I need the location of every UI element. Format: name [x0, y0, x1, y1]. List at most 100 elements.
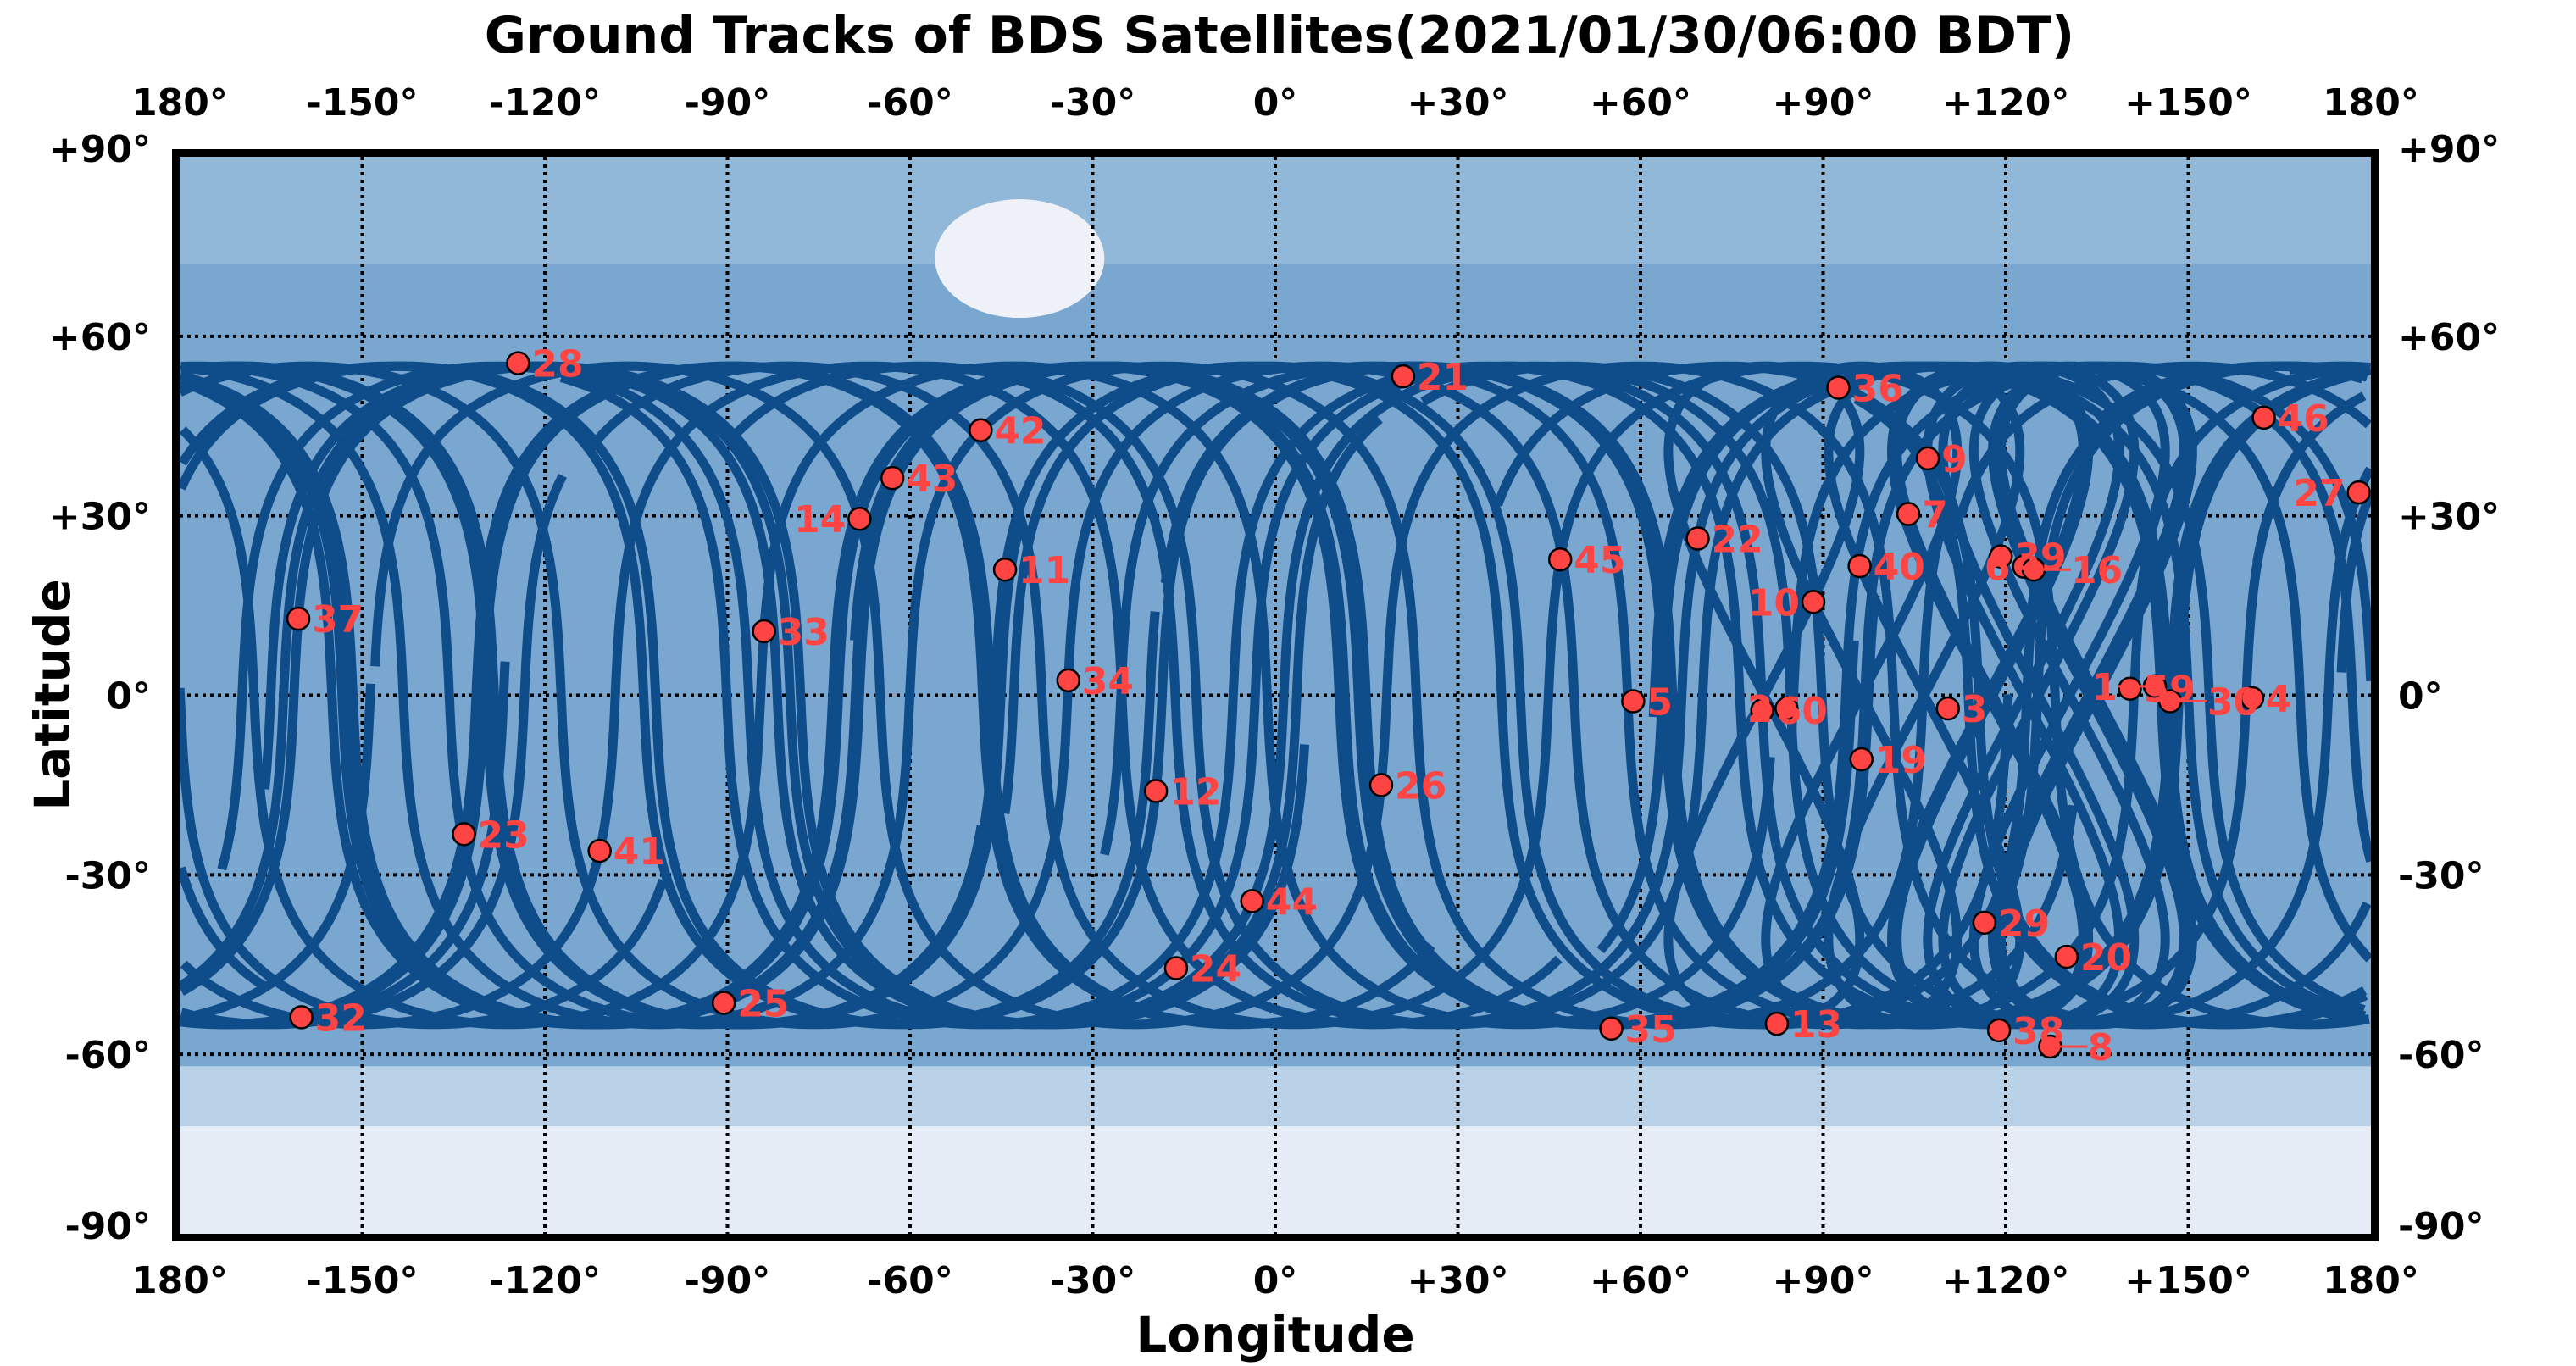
- satellite-marker-10: [1801, 590, 1826, 614]
- satellite-marker-32: [289, 1005, 314, 1030]
- satellite-label: 33: [778, 611, 830, 654]
- x-tick-label-bottom: 180°: [131, 1259, 228, 1302]
- ground-track-20: [180, 361, 752, 1030]
- satellite-label: 25: [737, 982, 789, 1025]
- satellite-label: 14: [794, 498, 846, 541]
- satellite-marker-45: [1547, 547, 1573, 572]
- ground-track-35: [180, 866, 269, 992]
- y-tick-label-left: +60°: [49, 316, 151, 359]
- satellite-marker-12: [1143, 779, 1169, 803]
- satellite-marker-11: [992, 557, 1018, 582]
- satellite-label-group-19: 19: [1875, 739, 1927, 782]
- satellite-label-group-16: 16: [2034, 549, 2123, 592]
- satellite-marker-42: [969, 418, 993, 442]
- satellite-marker-35: [1599, 1016, 1624, 1041]
- satellite-marker-2: [1774, 696, 1799, 721]
- satellite-marker-59: [2118, 676, 2142, 701]
- satellite-label-group-59: 59: [2144, 669, 2196, 712]
- satellite-label: 13: [1790, 1003, 1842, 1047]
- ground-track-36: [991, 361, 2366, 1030]
- ground-track-20: [1100, 361, 2363, 1030]
- satellite-label-group-36: 36: [1852, 368, 1903, 411]
- ground-track-34: [2252, 391, 2367, 564]
- x-tick-label-bottom: +120°: [1942, 1259, 2070, 1302]
- satellite-label: 39: [2014, 536, 2066, 580]
- satellite-label: 20: [2080, 936, 2132, 980]
- satellite-marker-21: [1391, 364, 1416, 389]
- satellite-marker-26: [1368, 773, 1394, 797]
- satellite-label-group-37: 37: [312, 598, 364, 641]
- satellite-label: 28: [531, 343, 583, 386]
- satellite-label: 8: [2087, 1026, 2113, 1069]
- satellite-label: 16: [2071, 549, 2123, 592]
- ground-track-34: [180, 361, 2078, 1030]
- satellite-label-group-10: 10: [1748, 581, 1800, 625]
- satellite-label: 42: [994, 410, 1046, 453]
- y-tick-label-left: +90°: [49, 128, 151, 171]
- plot-frame: [172, 149, 2379, 1241]
- satellite-label-group-27: 27: [2293, 472, 2345, 515]
- satellite-label: 3: [1962, 688, 1988, 731]
- satellite-label: 36: [1852, 368, 1903, 411]
- satellite-label-group-46: 46: [2278, 397, 2329, 441]
- satellite-marker-37: [286, 606, 311, 631]
- satellite-label-group-6: 6: [1985, 547, 2011, 590]
- x-tick-label-bottom: +150°: [2124, 1259, 2252, 1302]
- satellite-label: 30: [2207, 681, 2259, 725]
- satellite-marker-34: [1056, 668, 1081, 693]
- satellite-marker-7: [1896, 502, 1921, 526]
- tick-labels: 180°180°-150°-150°-120°-120°-90°-90°-60°…: [49, 81, 2500, 1302]
- ground-track-37: [180, 361, 1310, 1030]
- satellite-label-group-20: 20: [2080, 936, 2132, 980]
- satellite-label: 27: [2293, 472, 2345, 515]
- satellite-label: 19: [1875, 739, 1927, 782]
- satellite-marker-23: [452, 822, 476, 847]
- x-tick-label-top: +150°: [2124, 81, 2252, 125]
- satellite-label: 5: [1646, 681, 1673, 725]
- satellite-label: 2: [1747, 688, 1774, 731]
- x-tick-label-top: -150°: [306, 81, 418, 125]
- x-tick-label-top: 180°: [2323, 81, 2419, 125]
- satellite-label: 37: [312, 598, 364, 641]
- satellite-label: 43: [906, 458, 958, 501]
- satellite-marker-19: [1849, 747, 1874, 772]
- satellite-marker-46: [2251, 405, 2276, 430]
- satellite-label-group-39: 39: [2014, 536, 2066, 580]
- satellite-label: 45: [1574, 539, 1625, 582]
- satellite-marker-38: [1986, 1018, 2012, 1043]
- satellite-label: 11: [1019, 549, 1070, 592]
- satellite-label-group-3: 3: [1962, 688, 1988, 731]
- satellite-label-group-12: 12: [1169, 770, 1221, 813]
- satellite-label: 24: [1190, 947, 1241, 991]
- x-tick-label-top: 0°: [1253, 81, 1298, 125]
- x-tick-label-top: +30°: [1407, 81, 1508, 125]
- y-tick-label-right: +30°: [2398, 496, 2500, 539]
- satellite-markers: [286, 351, 2371, 1059]
- satellite-label: 60: [1776, 690, 1828, 733]
- satellite-marker-39: [1989, 544, 2013, 569]
- satellite-marker-44: [1240, 889, 1264, 913]
- satellite-marker-25: [711, 991, 736, 1015]
- satellite-label: 7: [1922, 494, 1948, 537]
- y-tick-label-right: -60°: [2398, 1034, 2484, 1077]
- satellite-label-group-45: 45: [1574, 539, 1625, 582]
- satellite-label: 29: [1998, 902, 2050, 946]
- x-tick-label-bottom: +60°: [1590, 1259, 1691, 1302]
- satellite-label: 23: [477, 813, 529, 857]
- x-tick-label-bottom: 180°: [2323, 1259, 2419, 1302]
- satellite-label-group-40: 40: [1874, 546, 1925, 589]
- ground-track-25: [180, 361, 1561, 1030]
- satellite-label-group-29: 29: [1998, 902, 2050, 946]
- x-tick-label-bottom: -90°: [685, 1259, 771, 1302]
- chart-title: Ground Tracks of BDS Satellites(2021/01/…: [485, 6, 2074, 65]
- x-axis-label: Longitude: [1135, 1306, 1414, 1363]
- satellite-marker-41: [587, 838, 612, 863]
- satellite-label: 59: [2144, 669, 2196, 712]
- y-tick-label-right: -90°: [2398, 1205, 2484, 1248]
- y-tick-label-right: +90°: [2398, 128, 2500, 171]
- x-tick-label-bottom: -60°: [867, 1259, 953, 1302]
- satellite-label-group-60: 60: [1776, 690, 1828, 733]
- x-tick-label-bottom: 0°: [1253, 1259, 1298, 1302]
- satellite-label-group-26: 26: [1395, 764, 1446, 808]
